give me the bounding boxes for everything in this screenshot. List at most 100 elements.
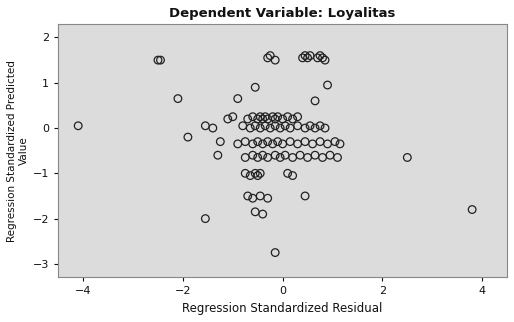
- Y-axis label: Regression Standardized Predicted
Value: Regression Standardized Predicted Value: [7, 60, 29, 242]
- Point: [234, 141, 242, 147]
- Point: [331, 139, 339, 144]
- Point: [224, 117, 232, 122]
- Point: [266, 53, 274, 58]
- Point: [306, 53, 314, 58]
- Point: [216, 139, 225, 144]
- Point: [246, 173, 254, 178]
- Point: [299, 55, 307, 61]
- Point: [319, 55, 327, 61]
- Point: [284, 114, 292, 119]
- Point: [279, 117, 287, 122]
- Point: [266, 126, 274, 131]
- Point: [156, 58, 164, 63]
- Point: [271, 117, 279, 122]
- Title: Dependent Variable: Loyalitas: Dependent Variable: Loyalitas: [170, 7, 396, 20]
- Point: [286, 126, 294, 131]
- Point: [251, 123, 260, 128]
- Point: [264, 117, 272, 122]
- Point: [301, 139, 309, 144]
- Point: [301, 53, 309, 58]
- Point: [271, 58, 279, 63]
- Point: [271, 153, 279, 158]
- Point: [301, 194, 309, 199]
- Point: [468, 207, 476, 212]
- Point: [296, 153, 304, 158]
- Point: [261, 123, 269, 128]
- Point: [241, 139, 249, 144]
- Point: [264, 139, 272, 144]
- Point: [74, 123, 82, 128]
- Point: [246, 126, 254, 131]
- Point: [249, 141, 257, 147]
- Point: [249, 114, 257, 119]
- Point: [253, 117, 262, 122]
- Point: [301, 126, 309, 131]
- Point: [264, 155, 272, 160]
- Point: [293, 114, 302, 119]
- Point: [256, 194, 264, 199]
- Point: [314, 55, 322, 61]
- Point: [229, 114, 237, 119]
- Point: [238, 123, 247, 128]
- Point: [316, 53, 324, 58]
- Point: [279, 141, 287, 147]
- Point: [253, 139, 262, 144]
- Point: [259, 153, 267, 158]
- Point: [336, 141, 344, 147]
- Point: [154, 58, 162, 63]
- Point: [308, 141, 317, 147]
- Point: [281, 123, 289, 128]
- Point: [323, 141, 332, 147]
- Point: [273, 114, 282, 119]
- Point: [234, 96, 242, 101]
- Point: [209, 126, 217, 131]
- Point: [259, 141, 267, 147]
- Point: [323, 82, 332, 88]
- Point: [241, 155, 249, 160]
- Point: [293, 141, 302, 147]
- Point: [214, 153, 222, 158]
- Point: [256, 171, 264, 176]
- Point: [249, 153, 257, 158]
- Point: [403, 155, 411, 160]
- Point: [311, 126, 319, 131]
- Point: [321, 58, 329, 63]
- Point: [184, 135, 192, 140]
- Point: [286, 139, 294, 144]
- Point: [201, 216, 210, 221]
- Point: [174, 96, 182, 101]
- Point: [271, 123, 279, 128]
- Point: [249, 196, 257, 201]
- Point: [316, 139, 324, 144]
- Point: [268, 141, 277, 147]
- Point: [276, 155, 284, 160]
- Point: [256, 114, 264, 119]
- Point: [326, 153, 334, 158]
- Point: [268, 114, 277, 119]
- Point: [259, 212, 267, 217]
- Point: [253, 155, 262, 160]
- Point: [251, 85, 260, 90]
- Point: [276, 126, 284, 131]
- Point: [271, 250, 279, 255]
- Point: [261, 114, 269, 119]
- Point: [244, 194, 252, 199]
- Point: [253, 173, 262, 178]
- Point: [303, 55, 311, 61]
- Point: [281, 153, 289, 158]
- Point: [306, 123, 314, 128]
- Point: [288, 173, 297, 178]
- Point: [321, 126, 329, 131]
- Point: [293, 123, 302, 128]
- Point: [273, 139, 282, 144]
- Point: [251, 209, 260, 214]
- Point: [201, 123, 210, 128]
- Point: [241, 171, 249, 176]
- Point: [251, 171, 260, 176]
- X-axis label: Regression Standardized Residual: Regression Standardized Residual: [182, 302, 383, 315]
- Point: [256, 126, 264, 131]
- Point: [259, 117, 267, 122]
- Point: [311, 153, 319, 158]
- Point: [303, 155, 311, 160]
- Point: [316, 123, 324, 128]
